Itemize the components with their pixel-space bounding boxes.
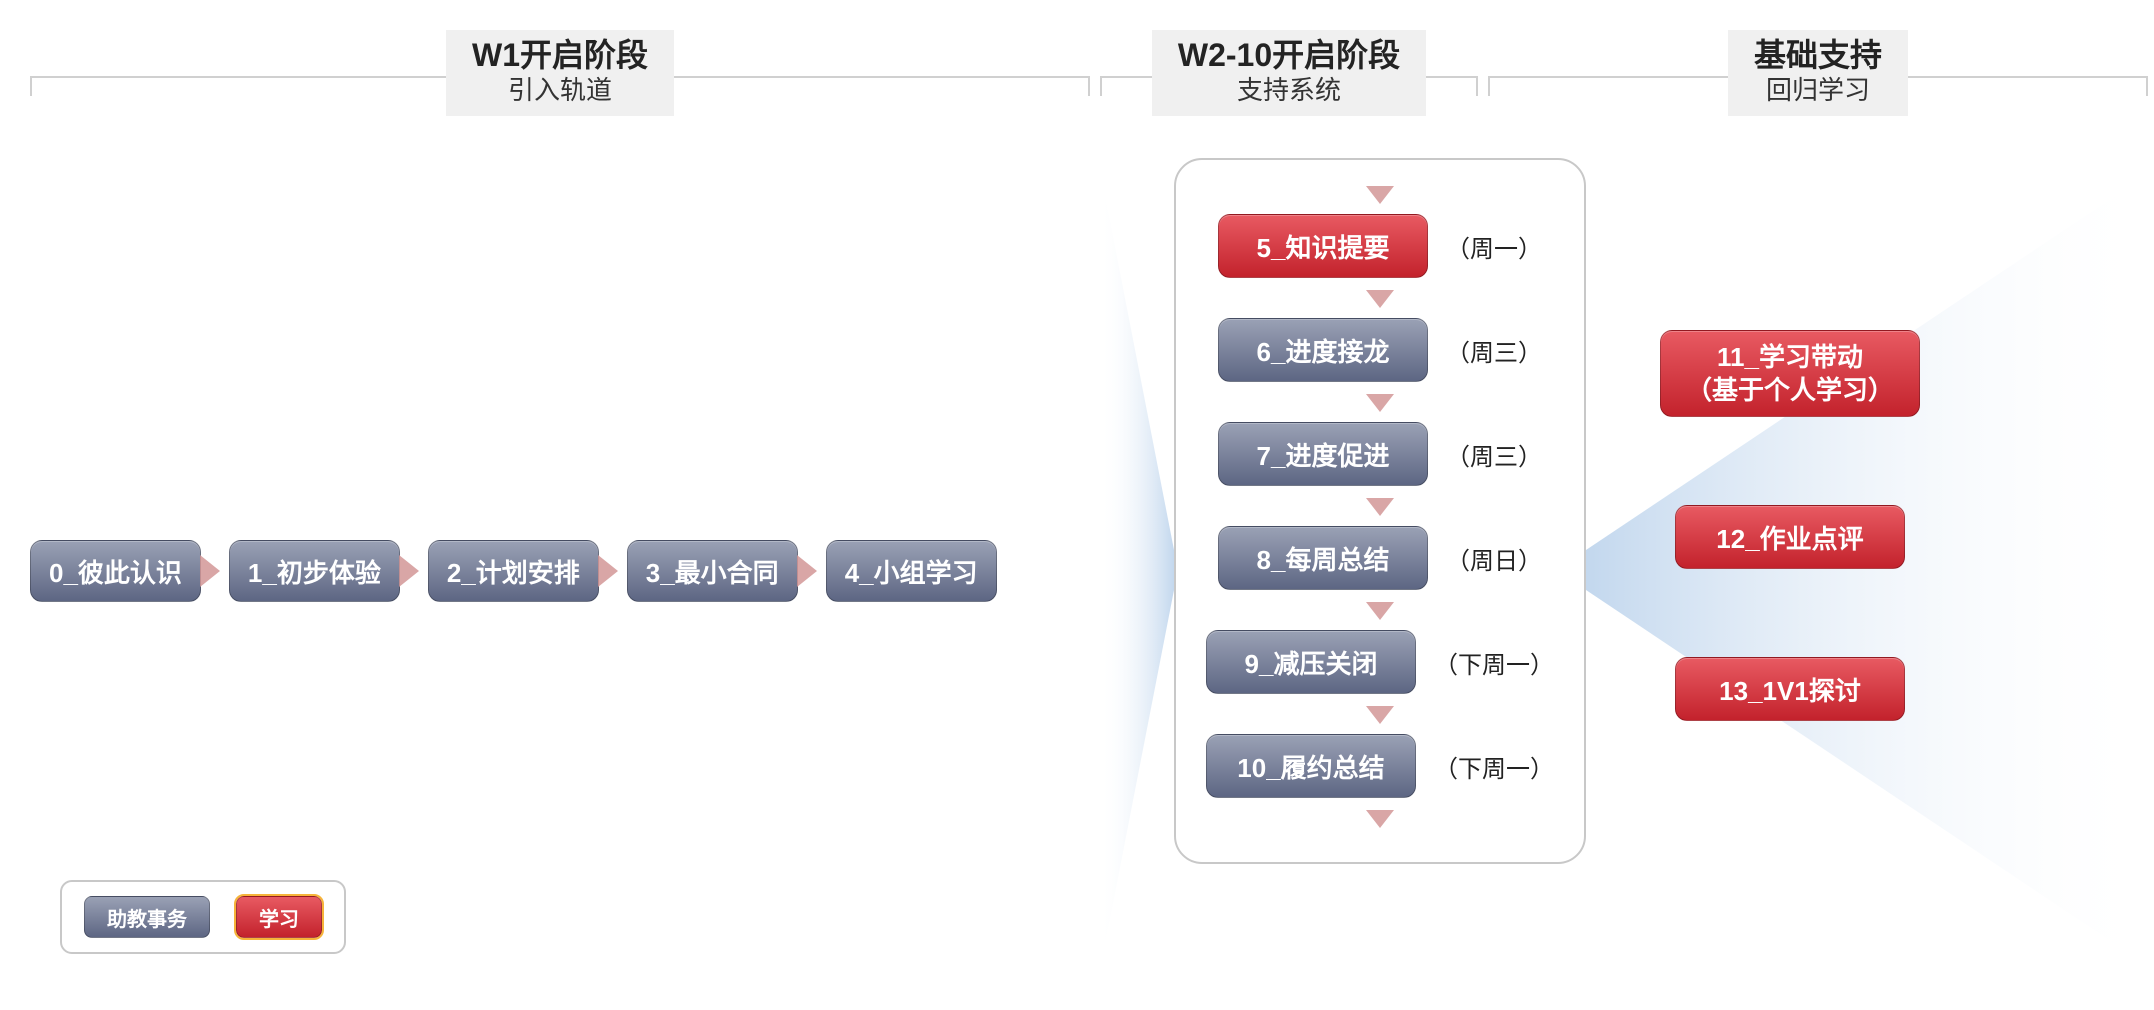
stack-node: 8_每周总结 — [1218, 526, 1428, 590]
stack-node-label: 6_进度接龙 — [1257, 332, 1390, 369]
chevron-right-icon — [399, 555, 419, 587]
stack-item: 10_履约总结 （下周一） — [1206, 734, 1554, 798]
section-title: 基础支持 — [1754, 38, 1882, 73]
support-node-label: 11_学习带动 （基于个人学习） — [1686, 341, 1894, 406]
stack-panel: 5_知识提要 （周一） 6_进度接龙 （周三） 7_进度促进 （周三） 8_每周… — [1174, 158, 1586, 864]
legend: 助教事务 学习 — [60, 880, 346, 954]
stack-node: 6_进度接龙 — [1218, 318, 1428, 382]
support-node: 13_1V1探讨 — [1675, 657, 1905, 721]
diagram-canvas: W1开启阶段 引入轨道 W2-10开启阶段 支持系统 基础支持 回归学习 — [0, 0, 2154, 1010]
support-node: 11_学习带动 （基于个人学习） — [1660, 330, 1920, 417]
section-header-w2: W2-10开启阶段 支持系统 — [1100, 30, 1478, 116]
section-title: W1开启阶段 — [472, 38, 648, 73]
legend-item-assistant: 助教事务 — [84, 896, 210, 938]
section-header-base: 基础支持 回归学习 — [1488, 30, 2148, 116]
stack-node-label: 9_减压关闭 — [1245, 644, 1378, 681]
stack-side-label: （周日） — [1446, 541, 1542, 576]
stack-side-label: （下周一） — [1434, 749, 1554, 784]
support-col: 11_学习带动 （基于个人学习） 12_作业点评 13_1V1探讨 — [1660, 330, 1920, 721]
stack-item: 5_知识提要 （周一） — [1218, 214, 1542, 278]
stack-node: 5_知识提要 — [1218, 214, 1428, 278]
stack-node: 10_履约总结 — [1206, 734, 1416, 798]
stack-side-label: （周三） — [1446, 333, 1542, 368]
chain-node: 2_计划安排 — [428, 540, 599, 602]
section-subtitle: 回归学习 — [1754, 75, 1882, 106]
stack-item: 8_每周总结 （周日） — [1218, 526, 1542, 590]
support-node-label: 13_1V1探讨 — [1719, 671, 1861, 708]
chevron-down-icon — [1366, 602, 1394, 620]
chain-row-w1: 0_彼此认识 1_初步体验 2_计划安排 3_最小合同 4_小组学习 — [30, 540, 997, 602]
chevron-down-icon — [1366, 810, 1394, 828]
chain-node-label: 2_计划安排 — [447, 553, 580, 590]
support-node-label: 12_作业点评 — [1716, 519, 1863, 556]
chain-node-label: 1_初步体验 — [248, 553, 381, 590]
support-node: 12_作业点评 — [1675, 505, 1905, 569]
chain-node: 0_彼此认识 — [30, 540, 201, 602]
chain-node: 1_初步体验 — [229, 540, 400, 602]
chevron-right-icon — [797, 555, 817, 587]
chevron-down-icon — [1366, 706, 1394, 724]
stack-item: 6_进度接龙 （周三） — [1218, 318, 1542, 382]
stack-side-label: （周三） — [1446, 437, 1542, 472]
stack-item: 7_进度促进 （周三） — [1218, 422, 1542, 486]
chevron-down-icon — [1366, 290, 1394, 308]
chevron-right-icon — [200, 555, 220, 587]
legend-label: 助教事务 — [107, 903, 187, 932]
converge-wedge-left — [1100, 170, 1174, 970]
stack-node-label: 10_履约总结 — [1237, 748, 1384, 785]
stack-node: 9_减压关闭 — [1206, 630, 1416, 694]
stack-node-label: 7_进度促进 — [1257, 436, 1390, 473]
section-subtitle: 支持系统 — [1178, 75, 1400, 106]
chevron-down-icon — [1366, 186, 1394, 204]
legend-item-learning: 学习 — [236, 896, 322, 938]
section-title: W2-10开启阶段 — [1178, 38, 1400, 73]
stack-node-label: 8_每周总结 — [1257, 540, 1390, 577]
legend-label: 学习 — [259, 903, 299, 932]
stack-side-label: （下周一） — [1434, 645, 1554, 680]
stack-side-label: （周一） — [1446, 229, 1542, 264]
stack-node-label: 5_知识提要 — [1257, 228, 1390, 265]
chevron-right-icon — [598, 555, 618, 587]
chevron-down-icon — [1366, 394, 1394, 412]
section-subtitle: 引入轨道 — [472, 75, 648, 106]
chain-node: 3_最小合同 — [627, 540, 798, 602]
stack-item: 9_减压关闭 （下周一） — [1206, 630, 1554, 694]
section-header-w1: W1开启阶段 引入轨道 — [30, 30, 1090, 116]
chain-node-label: 4_小组学习 — [845, 553, 978, 590]
chevron-down-icon — [1366, 498, 1394, 516]
chain-node: 4_小组学习 — [826, 540, 997, 602]
stack-node: 7_进度促进 — [1218, 422, 1428, 486]
chain-node-label: 3_最小合同 — [646, 553, 779, 590]
chain-node-label: 0_彼此认识 — [49, 553, 182, 590]
